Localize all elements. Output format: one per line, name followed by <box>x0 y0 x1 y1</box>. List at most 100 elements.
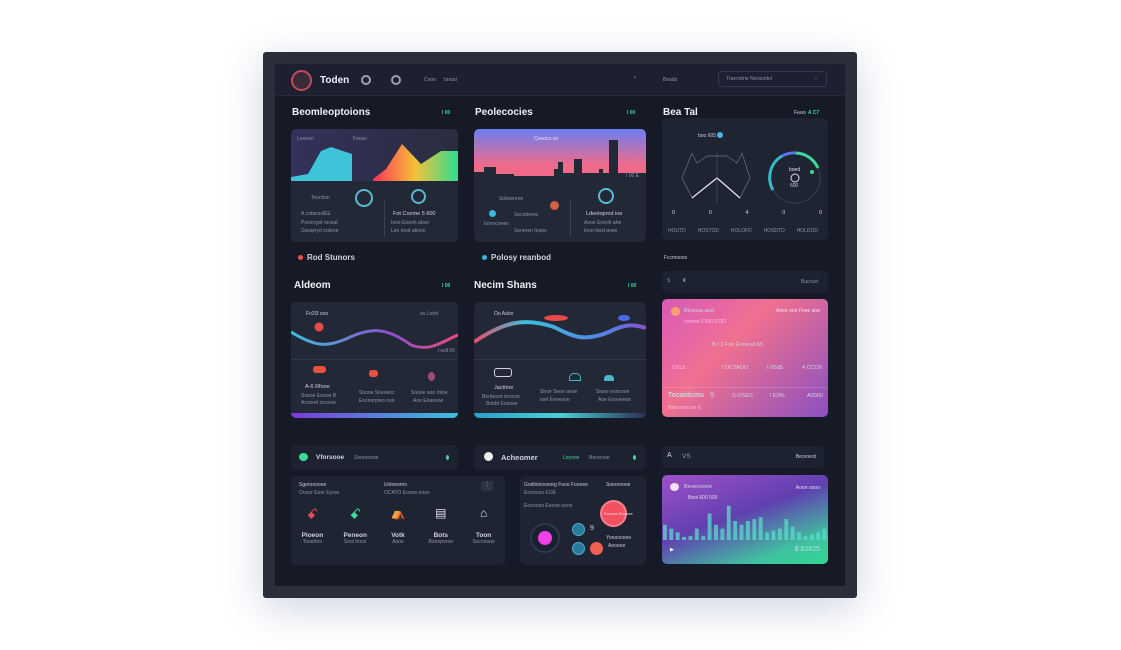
target-icon[interactable] <box>391 75 401 85</box>
category-item[interactable]: ⌂ Toon Socooooe <box>462 506 505 545</box>
item-text: Soooe Soeoeoc <box>359 390 395 396</box>
divider <box>474 359 646 360</box>
divider <box>662 387 828 388</box>
categories-card[interactable]: Sgeroooooe Oooor Eoor Eyroe Uoloeorno OC… <box>291 476 505 565</box>
legend-label: Polosy reanbod <box>491 253 552 262</box>
total-value: $ 62825 <box>794 546 820 553</box>
brand-label: Toden <box>320 75 350 86</box>
section-tag-label: Fauo <box>794 110 806 116</box>
joystick[interactable] <box>530 523 560 553</box>
section-tag: I 00 <box>627 110 636 116</box>
bar <box>694 528 699 540</box>
more-icon[interactable]: ⋮ <box>481 481 493 491</box>
label: Aooooe <box>608 543 626 549</box>
joystick-knob[interactable] <box>538 531 552 545</box>
column-subtitle: Oooor Eoor Eyroe <box>299 490 340 496</box>
bar <box>771 530 776 540</box>
section-tag: I 00 <box>442 283 451 289</box>
card-link[interactable]: Aooe oooo <box>795 485 820 491</box>
play-icon[interactable]: ▶ <box>670 547 674 553</box>
category-item[interactable]: ꗃ Peneon Sooi hnoo <box>334 506 377 545</box>
action-button[interactable] <box>572 542 585 555</box>
bar <box>739 524 744 540</box>
category-subtitle: Aooe <box>392 539 404 545</box>
gauge-arc-2 <box>781 151 797 158</box>
bowl-icon <box>604 375 614 381</box>
bell-icon[interactable]: ♜ <box>682 278 687 284</box>
bar-chart-card[interactable]: Beoeooooe Bool 600 500 Aooe oooo ▶ $ 628… <box>662 475 828 564</box>
section-link[interactable]: Beoroeot <box>795 454 816 460</box>
card-link[interactable]: Aoee ooo Foee aoe <box>776 308 820 314</box>
card-title: Godlolooooorg Fooo Foooee <box>524 482 588 488</box>
wave-chart <box>291 322 458 349</box>
item-text: Borbeoot ococoe <box>482 394 520 400</box>
item-text: Soooe aoo Iotoe <box>411 390 448 396</box>
action-button[interactable] <box>572 523 585 536</box>
chart-label: Leoeon <box>297 136 314 142</box>
label: HOSDTD <box>763 228 785 234</box>
section-title: Aldeom <box>294 280 331 291</box>
leaf-icon <box>299 453 308 461</box>
nav-link[interactable]: Coon <box>424 77 436 83</box>
section-label: Fccmoooo <box>664 255 688 261</box>
filter-value[interactable]: Bucrust <box>801 279 818 285</box>
chart-control[interactable]: ou Lotot <box>419 311 438 317</box>
section-title: Peolecocies <box>475 107 533 118</box>
category-subtitle: Socooooe <box>472 539 495 545</box>
section-header-bar[interactable]: A VS Beoroeot <box>662 446 824 468</box>
bar <box>714 524 718 540</box>
section-tag: A C7 <box>808 110 820 116</box>
legend-label: Rod Stunors <box>307 253 355 262</box>
card-subtitle: Bool 600 500 <box>688 495 718 501</box>
stat-label: Teoction <box>311 195 330 201</box>
filter-bar[interactable]: S ♜ Bucrust <box>662 271 828 293</box>
category-item[interactable]: ⛺ Votk Aooe <box>377 506 420 545</box>
label-row: HOUTD HOSTOD HOLOFD HOSDTD HOLDOD <box>668 228 818 234</box>
divider <box>291 359 458 360</box>
summary-card[interactable]: Beoooa aod Iooooe 0 600 COD Aoee ooo Foe… <box>662 299 828 417</box>
controls-card[interactable]: Godlolooooorg Fooo Foooee Soeoroooe Eooo… <box>520 476 646 565</box>
button-label: Eooooe Eoooee <box>604 511 633 516</box>
value: 0 <box>672 210 676 216</box>
radar-gauge-card[interactable]: boo 605 boed 600 0 0 4 0 0 HOUTD HOSTOD … <box>662 118 828 240</box>
wave-chart-card[interactable]: Fo2l3 ooo ou Lotot I ooll 05 A-6 Rfooe S… <box>291 302 458 418</box>
value: 0 <box>708 210 712 216</box>
category-item[interactable]: ▤ Bots Boooporoe <box>419 506 462 545</box>
monitor-icon: ▤ <box>435 506 447 520</box>
avatar[interactable] <box>291 70 312 91</box>
bar <box>809 534 814 540</box>
status-dot <box>550 201 559 210</box>
chart-label: Fooso <box>353 136 367 142</box>
value: 0 <box>782 210 786 216</box>
bar <box>797 532 801 540</box>
record-button[interactable]: Eooooe Eoooee <box>600 500 633 527</box>
section-title: Vforsooe <box>316 454 345 461</box>
marker <box>314 322 324 332</box>
stat-text: Pocerrgol roceat <box>301 220 338 226</box>
dropdown-select[interactable]: Traendme Neraordel ⌄ <box>718 71 827 87</box>
chart-label: boo 605 <box>698 133 717 139</box>
globe-icon[interactable] <box>361 75 371 85</box>
category-title: Toon <box>475 532 492 539</box>
bar <box>758 517 763 540</box>
label: Yoooooooe <box>606 535 632 541</box>
gauge-value: 600 <box>790 183 799 189</box>
stat-text: Leo Ieod atiooe <box>391 228 426 234</box>
stat-text: Iooe Eoeoh ahoe <box>391 220 430 226</box>
category-item[interactable]: ꗃ Pioeon Tooerfoo <box>291 506 334 545</box>
nav-link[interactable]: Beads <box>663 77 678 83</box>
stat-text: Aeoe Eoeoh ahe <box>584 220 622 226</box>
card-subtitle: Eoooooo Eoooe oooo <box>524 503 573 509</box>
card-footnote: Bfonoooo oo d <box>668 405 701 411</box>
action-button[interactable] <box>590 542 603 555</box>
skyline-chart-card[interactable]: Coooco oo I 00 E Sobsereoe Secoderes Ioo… <box>474 129 646 242</box>
axis-label: I ooll 05 <box>437 348 455 354</box>
status-dot <box>489 210 496 217</box>
area-chart-card[interactable]: Leoeon Fooso Teoction A.cofaceslEE Pocer… <box>291 129 458 242</box>
section-title: VS <box>682 453 691 460</box>
wave-chart-card[interactable]: Ou Adoo Jacttme Borbeoot ococoe Bobbt Eo… <box>474 302 646 418</box>
nav-link[interactable]: broad <box>444 77 457 83</box>
section-header-bar[interactable]: Vforsooe Soroooooe <box>291 445 458 470</box>
section-header-bar[interactable]: Acheomer Loyooe Bororooe <box>474 445 646 470</box>
gauge-arc-3 <box>795 151 820 169</box>
